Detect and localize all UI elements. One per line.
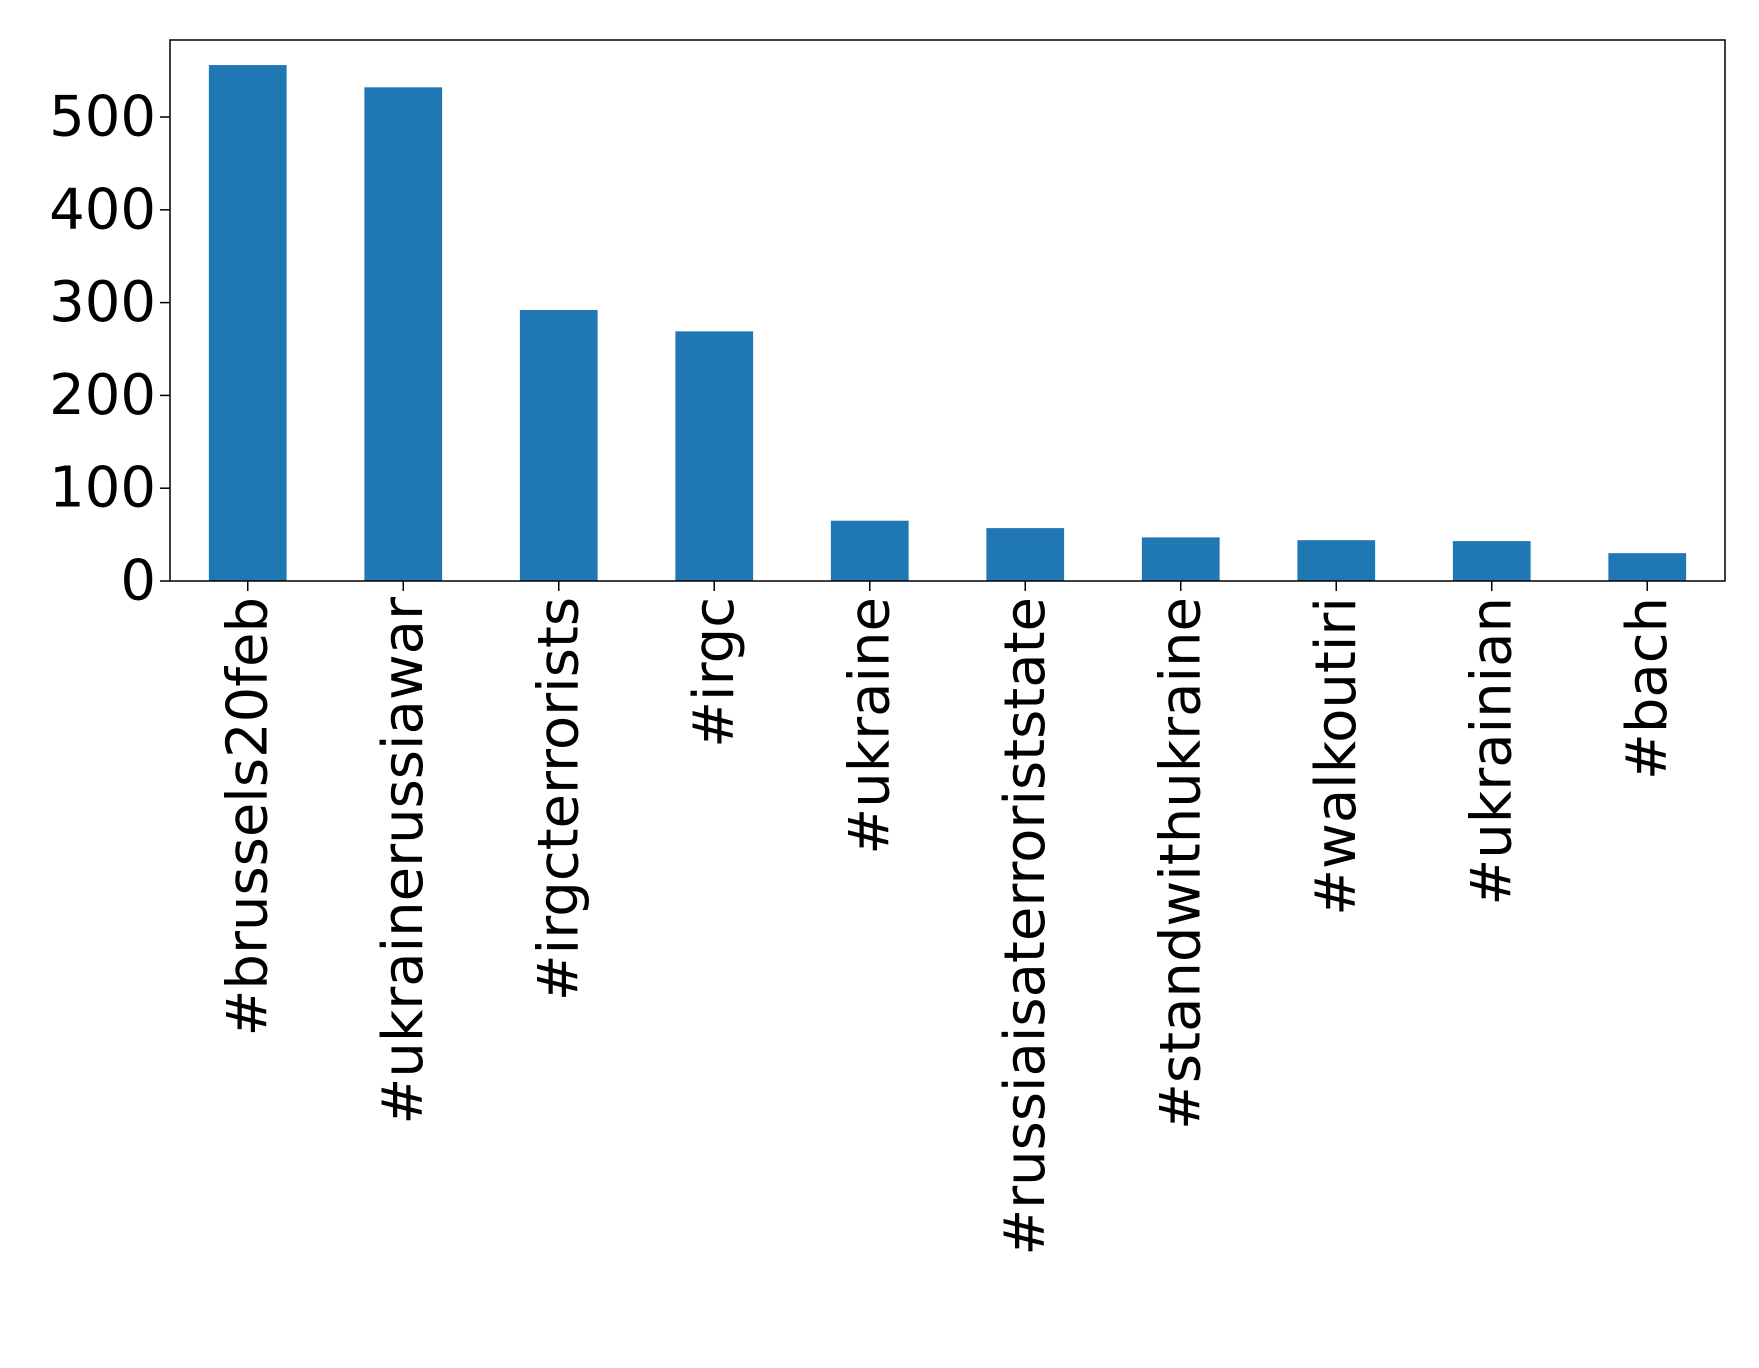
y-tick-label: 400: [49, 177, 156, 242]
bar-irgcterrorists: [519, 310, 598, 581]
y-tick-label: 200: [49, 363, 156, 428]
y-axis: 0 100 200 300 400 500: [49, 85, 170, 614]
y-tick-label: 100: [49, 456, 156, 521]
y-tick-label: 500: [49, 85, 156, 150]
x-tick-label: #ukraine: [837, 597, 902, 855]
x-tick-label: #russiaisaterroriststate: [993, 597, 1058, 1256]
bar-walkoutiri: [1297, 540, 1376, 581]
x-tick-label: #standwithukraine: [1148, 597, 1213, 1130]
x-axis: #brussels20feb #ukrainerussiawar #irgcterr…: [215, 581, 1680, 1256]
x-tick-label: #walkoutiri: [1304, 597, 1369, 916]
y-tick-label: 0: [120, 549, 156, 614]
bar-ukrainian: [1452, 541, 1531, 581]
x-tick-label: #brussels20feb: [215, 597, 280, 1037]
x-tick-label: #ukrainerussiawar: [371, 596, 436, 1125]
y-tick-label: 300: [49, 270, 156, 335]
x-tick-label: #irgcterrorists: [526, 597, 591, 1001]
bar-brussels20feb: [208, 65, 287, 582]
bar-russiaisaterroriststate: [986, 528, 1065, 581]
bars-layer: [208, 65, 1687, 582]
bar-ukrainerussiawar: [364, 87, 443, 581]
x-tick-label: #ukrainian: [1459, 597, 1524, 906]
x-tick-label: #irgc: [682, 597, 747, 748]
bar-bach: [1608, 553, 1687, 581]
bar-standwithukraine: [1141, 537, 1220, 581]
bar-irgc: [675, 331, 754, 581]
plot-frame: [169, 39, 1726, 582]
x-tick-label: #bach: [1615, 597, 1680, 780]
bar-ukraine: [830, 520, 909, 581]
